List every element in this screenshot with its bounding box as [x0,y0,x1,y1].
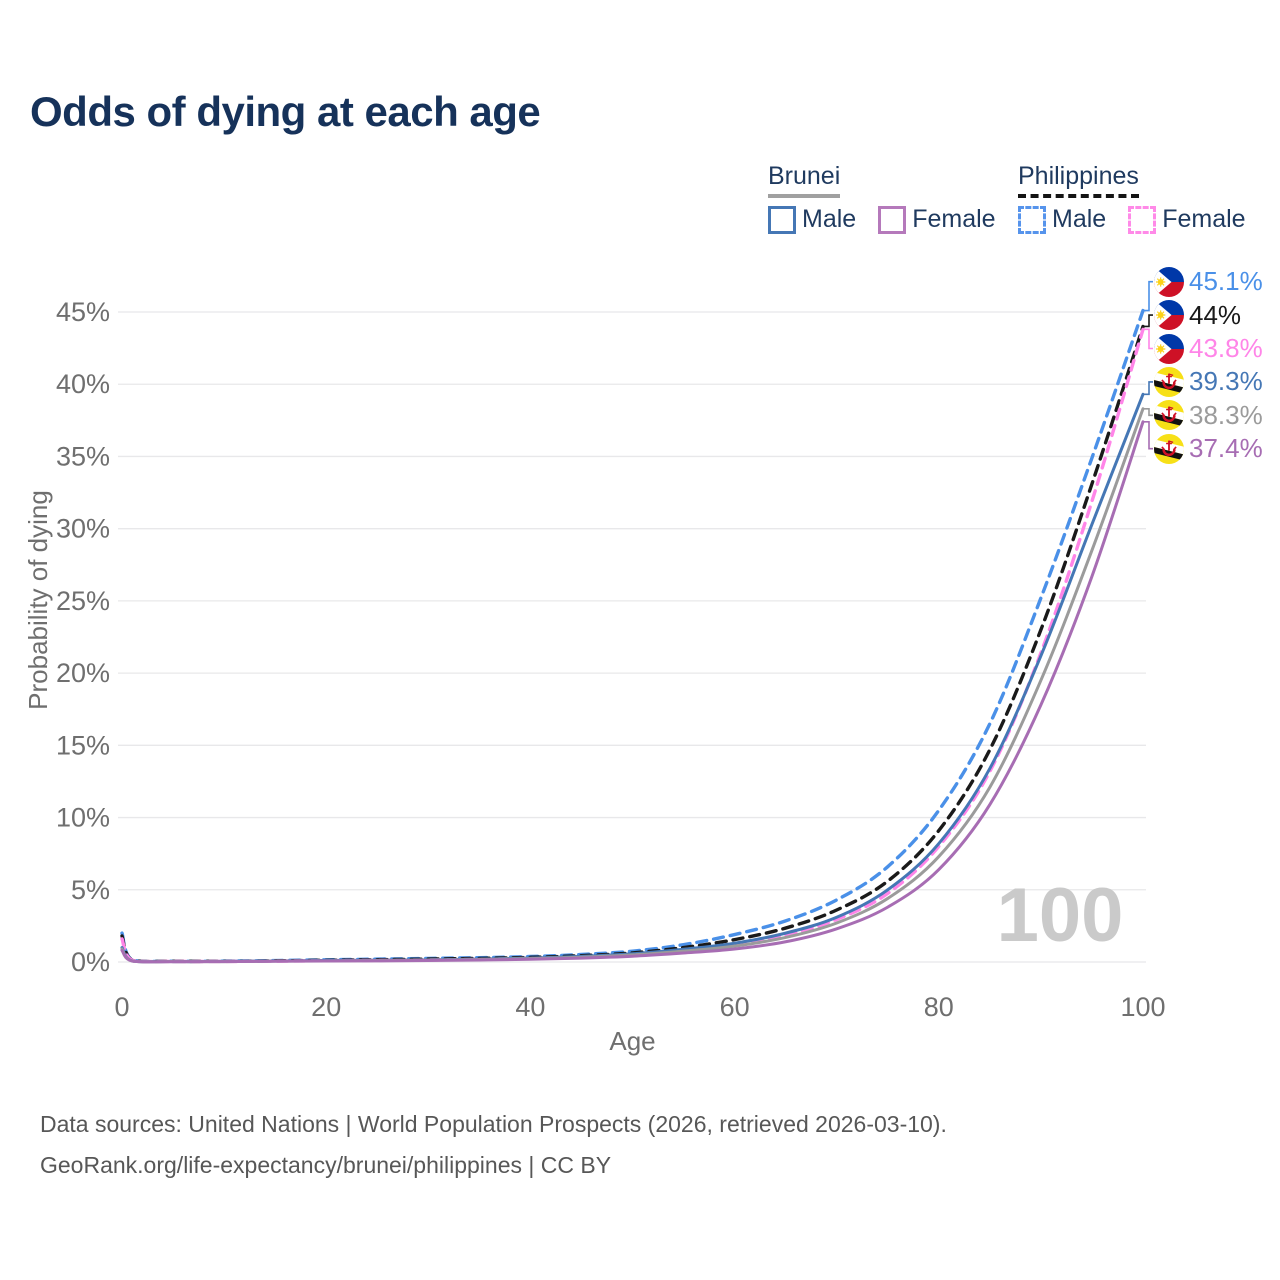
footer-attribution: Data sources: United Nations | World Pop… [40,1104,947,1186]
legend-group-brunei: Brunei Male Female [768,162,996,234]
age-hover-watermark: 100 [997,873,1124,958]
legend-item-label: Female [912,205,996,233]
y-tick-label: 5% [71,875,110,905]
y-tick-label: 45% [56,297,110,327]
label-connector [1144,280,1153,312]
legend-item-philippines-male[interactable]: Male [1018,205,1106,234]
y-axis-title: Probability of dying [23,490,53,710]
y-tick-label: 20% [56,658,110,688]
label-connector [1144,314,1153,328]
series-line-3 [120,392,1145,964]
y-tick-label: 30% [56,514,110,544]
label-connector [1144,328,1153,350]
source-url-line: GeoRank.org/life-expectancy/brunei/phili… [40,1152,612,1178]
legend-swatch-philippines-female [1128,205,1157,234]
y-tick-label: 40% [56,369,110,399]
y-tick-label: 15% [56,730,110,760]
page-title: Odds of dying at each age [30,88,541,135]
legend-group-philippines: Philippines Male Female [1018,162,1246,234]
x-tick-label: 80 [924,992,954,1022]
legend-country-philippines[interactable]: Philippines [1018,162,1139,198]
y-tick-label: 0% [71,947,110,977]
legend-swatch-brunei-female [878,205,907,234]
series-line-1 [120,324,1145,964]
legend-swatch-brunei-male [768,205,796,234]
y-tick-label: 35% [56,441,110,471]
x-tick-label: 40 [515,992,545,1022]
x-tick-label: 60 [720,992,750,1022]
series-line-5 [120,420,1145,964]
x-tick-label: 100 [1120,992,1165,1022]
x-axis-title: Age [609,1026,655,1056]
series-line-0 [120,308,1145,964]
gridlines [118,311,1146,963]
data-sources-line: Data sources: United Nations | World Pop… [40,1111,947,1137]
legend-swatch-philippines-male [1018,205,1046,234]
x-tick-label: 0 [114,992,129,1022]
legend-item-philippines-female[interactable]: Female [1128,205,1246,234]
label-connector [1144,420,1153,450]
x-tick-label: 20 [311,992,341,1022]
label-connector [1144,407,1153,417]
y-tick-label: 25% [56,586,110,616]
legend-item-label: Male [802,205,857,233]
legend-country-brunei[interactable]: Brunei [768,162,841,198]
legend-item-label: Male [1052,205,1107,233]
label-connector [1144,381,1153,396]
y-tick-label: 10% [56,803,110,833]
legend-item-label: Female [1162,205,1246,233]
series-line-2 [120,327,1145,964]
legend-item-brunei-female[interactable]: Female [878,205,996,234]
series-line-4 [120,407,1145,964]
legend-item-brunei-male[interactable]: Male [768,205,856,234]
